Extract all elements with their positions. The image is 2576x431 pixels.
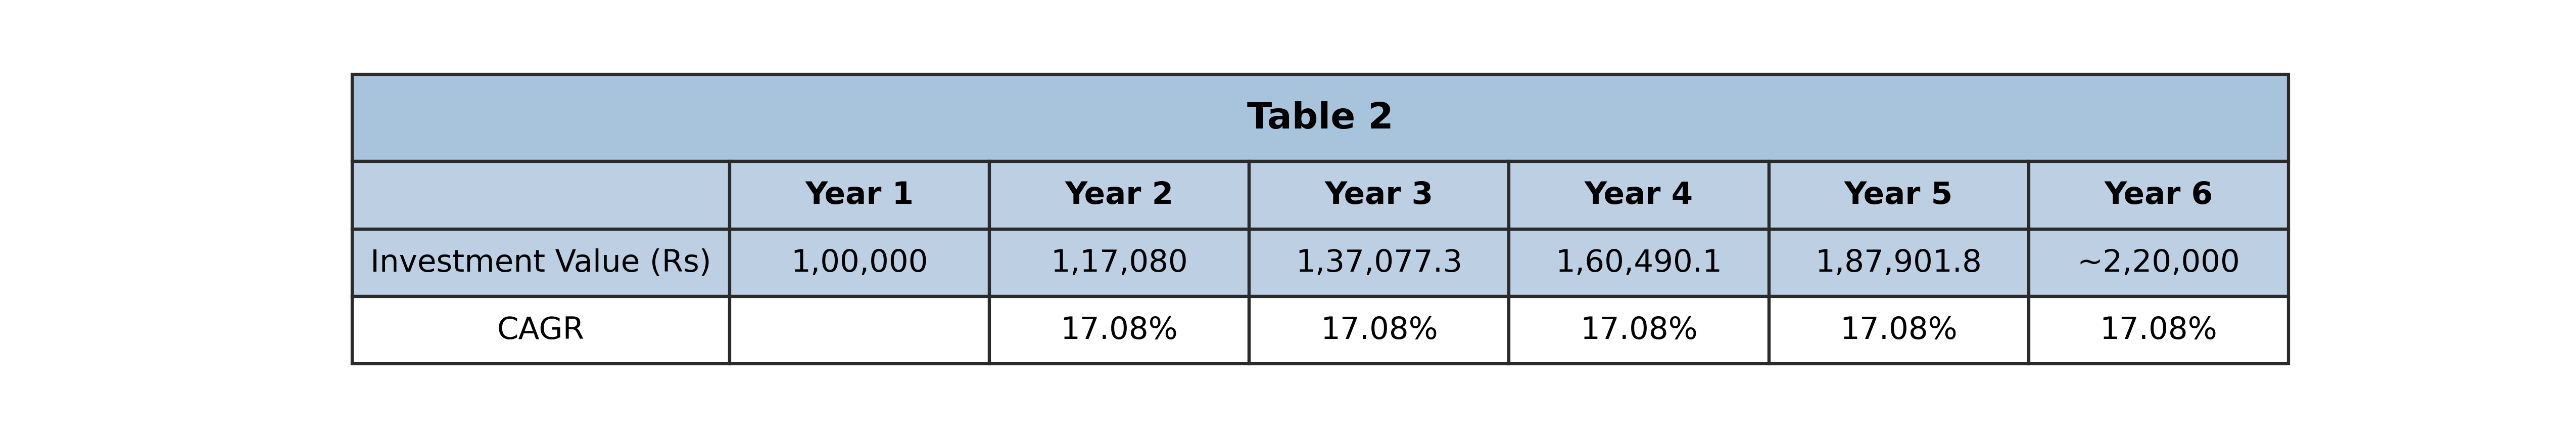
Bar: [2030, 162, 2287, 229]
Text: 17.08%: 17.08%: [1321, 315, 1437, 345]
Text: Year 3: Year 3: [1324, 181, 1432, 210]
Text: 17.08%: 17.08%: [1061, 315, 1177, 345]
Bar: [353, 75, 2287, 162]
Text: 1,87,901.8: 1,87,901.8: [1816, 248, 1981, 278]
Text: 17.08%: 17.08%: [1579, 315, 1698, 345]
Text: Year 1: Year 1: [806, 181, 914, 210]
Bar: [989, 229, 1249, 297]
Bar: [1249, 162, 1510, 229]
Bar: [353, 162, 729, 229]
Text: ~2,20,000: ~2,20,000: [2076, 248, 2241, 278]
Text: 1,00,000: 1,00,000: [791, 248, 927, 278]
Bar: [2030, 297, 2287, 364]
Bar: [1510, 229, 1770, 297]
Text: 17.08%: 17.08%: [2099, 315, 2218, 345]
Text: Table 2: Table 2: [1247, 101, 1394, 136]
Text: Year 5: Year 5: [1844, 181, 1953, 210]
Text: Year 6: Year 6: [2105, 181, 2213, 210]
Text: CAGR: CAGR: [497, 315, 585, 345]
Bar: [989, 162, 1249, 229]
Bar: [989, 297, 1249, 364]
Text: 1,60,490.1: 1,60,490.1: [1556, 248, 1723, 278]
Bar: [729, 229, 989, 297]
Text: Year 2: Year 2: [1064, 181, 1175, 210]
Text: Investment Value (Rs): Investment Value (Rs): [371, 248, 711, 278]
Bar: [353, 229, 729, 297]
Bar: [1249, 229, 1510, 297]
Text: 17.08%: 17.08%: [1839, 315, 1958, 345]
Bar: [1249, 297, 1510, 364]
Bar: [1510, 297, 1770, 364]
Bar: [1770, 229, 2030, 297]
Bar: [2030, 229, 2287, 297]
Text: Year 4: Year 4: [1584, 181, 1692, 210]
Bar: [353, 297, 729, 364]
Bar: [729, 297, 989, 364]
Bar: [1770, 162, 2030, 229]
Text: 1,17,080: 1,17,080: [1051, 248, 1188, 278]
Bar: [1770, 297, 2030, 364]
Bar: [1510, 162, 1770, 229]
Bar: [729, 162, 989, 229]
Text: 1,37,077.3: 1,37,077.3: [1296, 248, 1463, 278]
